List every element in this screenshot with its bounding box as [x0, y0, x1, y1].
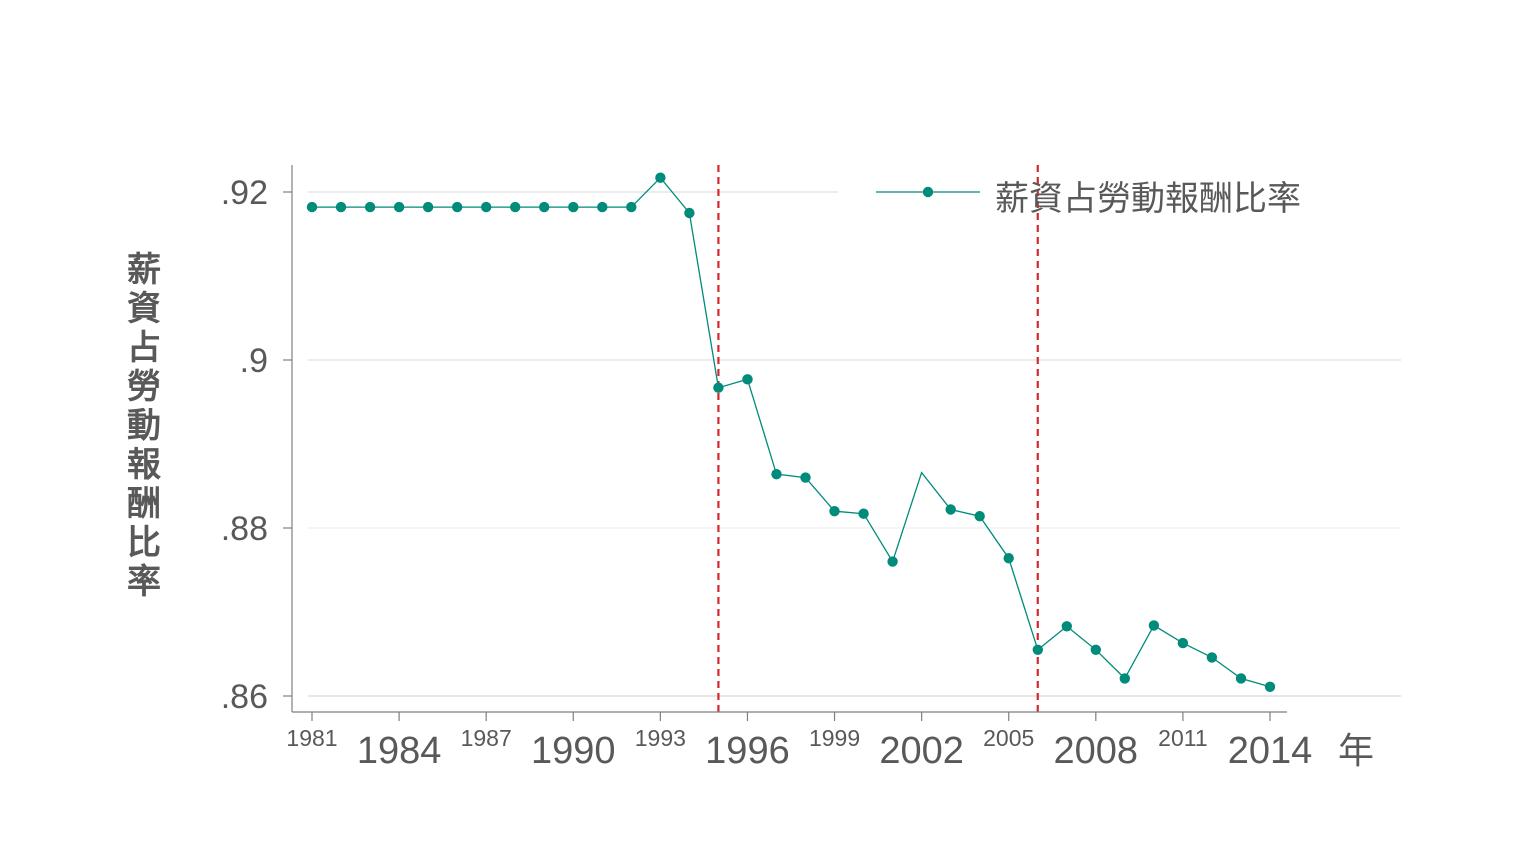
data-point — [655, 172, 666, 183]
x-axis-title: 年 — [1338, 730, 1374, 771]
x-tick-label: 2011 — [1158, 725, 1207, 751]
data-point — [510, 201, 521, 213]
data-point — [1177, 637, 1189, 649]
data-point — [1003, 553, 1014, 564]
x-tick-label: 1981 — [286, 725, 337, 751]
x-tick-label: 1984 — [357, 730, 442, 772]
data-point — [742, 374, 753, 385]
data-point — [1090, 644, 1102, 655]
y-axis-title-text: 薪資占勞動報酬比率 — [127, 250, 161, 602]
data-point — [1032, 644, 1044, 655]
y-tick-label: .86 — [221, 678, 268, 716]
data-point — [452, 201, 463, 213]
x-tick-label: 1993 — [635, 725, 686, 751]
x-tick-label: 1999 — [809, 725, 860, 751]
data-point — [626, 201, 637, 213]
data-point — [1264, 681, 1276, 692]
x-tick-label: 2002 — [879, 730, 964, 772]
x-tick-labels: 1981 1984 1987 1990 1993 1996 1999 2002 2005 2008… — [286, 725, 1312, 772]
data-point — [597, 201, 608, 213]
grid-lines — [308, 191, 1401, 697]
data-point — [974, 511, 985, 522]
data-point — [945, 504, 956, 515]
data-point — [1119, 673, 1131, 684]
data-point — [800, 472, 811, 483]
data-point — [481, 201, 492, 213]
legend-label: 薪資占勞動報酬比率 — [995, 179, 1301, 219]
legend-marker — [922, 186, 934, 198]
y-tick-label: .92 — [221, 174, 268, 212]
series — [306, 172, 1276, 692]
data-point — [1148, 620, 1160, 631]
data-point — [713, 382, 724, 393]
y-axis-title: 薪資占勞動報酬比率 — [127, 250, 161, 602]
legend: 薪資占勞動報酬比率 — [876, 179, 1301, 219]
data-point — [1206, 652, 1218, 663]
y-tick-label: .88 — [221, 510, 268, 548]
data-point — [684, 207, 695, 219]
data-point — [539, 201, 550, 213]
x-tick-label: 1987 — [461, 725, 512, 751]
x-tick-label: 2008 — [1054, 730, 1139, 772]
data-point — [568, 201, 579, 213]
data-point — [858, 508, 869, 519]
data-point — [1061, 621, 1073, 632]
x-tick-label: 2014 — [1228, 730, 1313, 772]
y-tick-label: .9 — [240, 342, 268, 380]
data-point — [306, 201, 318, 213]
x-tick-label: 1996 — [705, 730, 790, 772]
y-tick-labels: .86 .88 .9 .92 — [221, 174, 268, 716]
data-point — [422, 201, 434, 213]
data-point — [887, 556, 898, 567]
x-tick-label: 2005 — [983, 725, 1034, 751]
data-point — [829, 506, 840, 517]
x-tick-label: 1990 — [531, 730, 616, 772]
reference-lines — [717, 165, 1039, 712]
data-point — [771, 469, 782, 480]
data-point — [393, 201, 405, 213]
series-line — [312, 176, 1271, 688]
data-point — [364, 201, 376, 213]
data-point — [1235, 673, 1247, 684]
data-point — [335, 201, 347, 213]
axes — [283, 165, 1287, 721]
